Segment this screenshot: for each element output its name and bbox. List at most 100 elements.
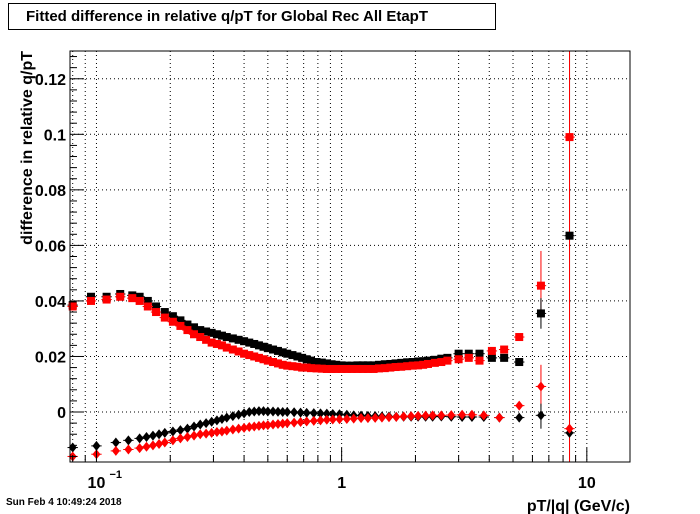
data-point-square [202, 335, 211, 344]
data-point-diamond [458, 409, 467, 420]
data-point-diamond [349, 413, 358, 424]
data-point-square [283, 361, 292, 370]
data-point-diamond [222, 412, 231, 423]
data-point-diamond [240, 408, 249, 419]
y-tick-label: 0.06 [35, 238, 66, 255]
data-point-diamond [467, 409, 476, 420]
data-point-square [302, 363, 311, 372]
data-point-diamond [536, 381, 545, 392]
error-bars [540, 51, 571, 462]
data-point-diamond [222, 425, 231, 436]
data-point-square [245, 351, 254, 360]
data-point-diamond [207, 427, 216, 438]
data-point-diamond [111, 437, 120, 448]
data-point-square [515, 358, 524, 367]
data-point-diamond [269, 419, 278, 430]
data-point-square [408, 361, 417, 370]
timestamp: Sun Feb 4 10:49:24 2018 [6, 497, 122, 508]
data-point-square [228, 334, 237, 343]
data-point-diamond [142, 441, 151, 452]
data-point-square [116, 292, 125, 301]
data-point-square [307, 364, 316, 373]
data-points [67, 133, 575, 462]
data-point-square [86, 296, 95, 305]
x-axis-title: pT/|q| (GeV/c) [527, 498, 630, 514]
data-point-square [475, 349, 484, 358]
data-point-square [353, 364, 362, 373]
data-point-square [419, 360, 428, 369]
data-point-diamond [217, 426, 226, 437]
data-point-diamond [148, 440, 157, 451]
data-point-diamond [335, 414, 344, 425]
data-point-square [386, 363, 395, 372]
data-point-diamond [322, 408, 331, 419]
data-point-diamond [357, 413, 366, 424]
data-point-diamond [202, 428, 211, 439]
data-point-square [212, 330, 221, 339]
data-point-diamond [515, 412, 524, 423]
data-point-diamond [283, 407, 292, 418]
data-point-square [196, 326, 205, 335]
data-point-square [128, 294, 137, 303]
data-point-square [430, 358, 439, 367]
data-point-square [269, 358, 278, 367]
data-point-diamond [202, 418, 211, 429]
data-point-diamond [124, 435, 133, 446]
data-point-diamond [302, 416, 311, 427]
data-point-square [273, 359, 282, 368]
data-point-square [565, 133, 574, 142]
y-tick-label: 0.02 [35, 349, 66, 366]
data-point-square [250, 352, 259, 361]
data-point-diamond [316, 408, 325, 419]
data-point-square [302, 355, 311, 364]
data-point-square [212, 339, 221, 348]
data-point-diamond [168, 435, 177, 446]
data-point-square [298, 353, 307, 362]
data-point-diamond [160, 427, 169, 438]
data-point-square [222, 333, 231, 342]
y-tick-label: 0.12 [35, 72, 66, 89]
chart-title: Fitted difference in relative q/pT for G… [8, 3, 496, 30]
data-point-square [160, 308, 169, 317]
data-point-diamond [168, 426, 177, 437]
data-point-square [86, 292, 95, 301]
data-point-diamond [399, 411, 408, 422]
data-point-diamond [135, 433, 144, 444]
data-point-diamond [196, 429, 205, 440]
x-tick-label: 10 [578, 475, 596, 492]
data-point-square [565, 231, 574, 240]
data-point-square [254, 353, 263, 362]
data-point-square [437, 358, 446, 367]
data-point-square [414, 361, 423, 370]
data-point-diamond [414, 410, 423, 421]
data-point-diamond [245, 422, 254, 433]
data-point-square [135, 292, 144, 301]
data-point-diamond [176, 425, 185, 436]
data-point-square [152, 302, 161, 311]
data-point-diamond [142, 432, 151, 443]
data-point-square [68, 302, 77, 311]
data-point-diamond [190, 430, 199, 441]
data-point-square [259, 355, 268, 364]
data-point-diamond [290, 417, 299, 428]
data-point-diamond [384, 412, 393, 423]
data-point-square [307, 356, 316, 365]
data-point-square [102, 295, 111, 304]
data-point-square [254, 341, 263, 350]
data-point-diamond [155, 438, 164, 449]
data-point-square [273, 346, 282, 355]
data-point-square [168, 312, 177, 321]
y-tick-label: 0.08 [35, 183, 66, 200]
data-point-diamond [296, 407, 305, 418]
data-point-diamond [309, 415, 318, 426]
data-point-square [403, 362, 412, 371]
data-point-square [369, 364, 378, 373]
data-point-diamond [234, 423, 243, 434]
data-point-square [464, 353, 473, 362]
data-point-square [515, 333, 524, 342]
data-point-diamond [447, 410, 456, 421]
data-point-square [183, 326, 192, 335]
data-point-square [288, 351, 297, 360]
